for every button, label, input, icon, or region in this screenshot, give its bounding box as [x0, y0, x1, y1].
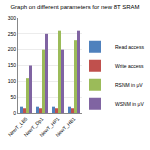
svg-text:NewT_HP1: NewT_HP1 [38, 116, 60, 138]
svg-text:WSNM in μV: WSNM in μV [115, 101, 144, 107]
svg-text:300: 300 [8, 15, 17, 21]
svg-text:0: 0 [13, 110, 16, 116]
svg-text:NewT_HB1: NewT_HB1 [54, 116, 76, 138]
svg-text:250: 250 [8, 31, 17, 37]
svg-text:Read access: Read access [115, 44, 144, 50]
svg-text:NewT_LB5: NewT_LB5 [7, 116, 29, 138]
svg-text:NewT_Dp1: NewT_Dp1 [23, 116, 45, 138]
svg-text:Graph on different parameters: Graph on different parameters for new 8T… [10, 4, 139, 10]
svg-text:RSNM in μV: RSNM in μV [115, 82, 143, 88]
svg-text:50: 50 [10, 94, 16, 100]
svg-text:Write access: Write access [115, 63, 144, 69]
svg-text:100: 100 [8, 78, 17, 84]
svg-text:150: 150 [8, 62, 17, 68]
svg-text:200: 200 [8, 46, 17, 52]
